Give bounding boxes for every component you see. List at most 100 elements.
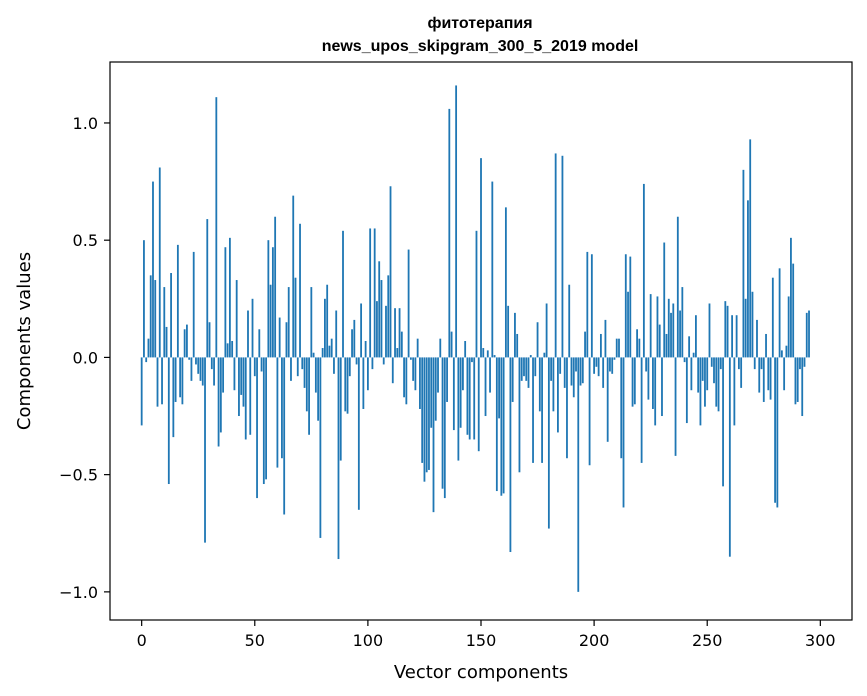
bar-29 [206, 219, 209, 358]
bar-286 [787, 296, 790, 358]
y-tick-label: 0.5 [73, 231, 98, 250]
bar-282 [778, 268, 781, 358]
bars [140, 85, 810, 592]
bar-249 [704, 357, 706, 407]
bar-119 [409, 357, 412, 360]
bar-145 [468, 357, 471, 440]
bar-269 [749, 139, 752, 358]
bar-53 [260, 357, 263, 372]
bar-281 [776, 357, 779, 508]
bar-158 [498, 357, 500, 419]
bar-199 [590, 254, 593, 358]
y-tick-label: −0.5 [59, 466, 98, 485]
bar-157 [495, 357, 498, 492]
bar-156 [493, 355, 496, 358]
bar-33 [215, 97, 218, 358]
bar-144 [466, 357, 469, 435]
bar-173 [532, 357, 534, 463]
bar-26 [199, 357, 202, 381]
bar-263 [735, 315, 738, 358]
bar-260 [728, 357, 731, 557]
bar-94 [353, 319, 356, 358]
bar-59 [274, 216, 277, 358]
bar-228 [656, 296, 659, 358]
bar-37 [224, 247, 227, 358]
bar-162 [507, 305, 510, 358]
bar-96 [357, 357, 360, 510]
bar-100 [366, 357, 369, 391]
bar-8 [158, 167, 161, 358]
bar-159 [500, 357, 503, 496]
chart-title: фитотерапия news_upos_skipgram_300_5_201… [322, 15, 639, 55]
bar-95 [355, 357, 358, 365]
bar-69 [296, 357, 299, 377]
bar-44 [240, 357, 243, 395]
bar-79 [319, 357, 322, 538]
bar-293 [803, 357, 806, 367]
bar-149 [477, 357, 480, 452]
bar-98 [362, 357, 365, 409]
bar-14 [172, 357, 175, 438]
bar-201 [595, 357, 598, 367]
bar-187 [563, 357, 566, 388]
bar-81 [324, 298, 326, 358]
bar-183 [554, 153, 557, 358]
bar-18 [181, 357, 184, 405]
bar-7 [156, 357, 159, 407]
bar-134 [443, 357, 446, 499]
bar-244 [692, 352, 695, 358]
bar-43 [238, 357, 240, 417]
bar-239 [681, 287, 684, 358]
bar-270 [751, 291, 754, 358]
bar-114 [398, 308, 401, 358]
bar-72 [303, 357, 306, 388]
bar-184 [557, 357, 559, 433]
bar-273 [758, 357, 761, 393]
bar-20 [186, 324, 188, 358]
bar-150 [480, 158, 482, 358]
bar-229 [658, 324, 661, 358]
bar-250 [706, 357, 709, 391]
bar-226 [652, 357, 654, 409]
bar-70 [299, 223, 301, 358]
bar-58 [271, 247, 274, 358]
bar-210 [615, 338, 618, 358]
bar-77 [314, 357, 317, 393]
bar-218 [633, 357, 636, 405]
bar-257 [722, 357, 724, 487]
bar-107 [382, 357, 385, 365]
bar-186 [561, 155, 564, 358]
bar-101 [369, 228, 372, 358]
bar-55 [265, 357, 267, 480]
bar-65 [287, 287, 290, 358]
bar-191 [572, 357, 575, 398]
bar-182 [552, 357, 555, 412]
bar-237 [676, 216, 679, 358]
bar-13 [170, 273, 172, 358]
bar-103 [373, 228, 376, 358]
bar-116 [403, 357, 405, 398]
bar-147 [473, 357, 476, 440]
bar-179 [545, 303, 548, 358]
bar-276 [765, 333, 767, 358]
bar-178 [543, 352, 546, 358]
bar-195 [581, 357, 584, 384]
bar-115 [400, 331, 403, 358]
bar-120 [412, 357, 415, 381]
bar-130 [434, 357, 437, 421]
bar-193 [577, 357, 580, 592]
bar-295 [808, 310, 810, 358]
bar-290 [796, 357, 799, 402]
bar-174 [534, 357, 537, 377]
bar-291 [799, 357, 801, 370]
bar-137 [450, 331, 453, 358]
bar-192 [575, 357, 577, 372]
bar-63 [283, 357, 286, 515]
bar-19 [183, 329, 186, 358]
bar-106 [380, 280, 383, 358]
bar-39 [228, 237, 231, 358]
y-tick-label: −1.0 [59, 583, 98, 602]
bar-83 [328, 345, 331, 358]
bar-146 [471, 357, 473, 363]
bar-64 [285, 322, 288, 358]
